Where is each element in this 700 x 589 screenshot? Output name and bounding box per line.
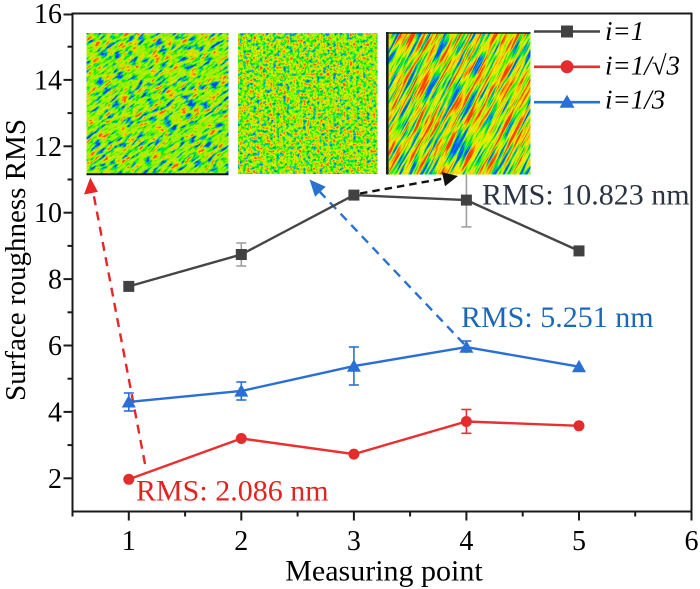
svg-text:10: 10 bbox=[34, 198, 62, 229]
svg-text:2: 2 bbox=[234, 526, 248, 557]
svg-text:2: 2 bbox=[48, 464, 62, 495]
svg-text:RMS: 5.251 nm: RMS: 5.251 nm bbox=[461, 301, 654, 334]
svg-text:1: 1 bbox=[122, 526, 136, 557]
svg-text:5: 5 bbox=[572, 526, 586, 557]
svg-text:i=1: i=1 bbox=[605, 16, 644, 46]
svg-text:14: 14 bbox=[34, 65, 62, 96]
svg-text:Measuring point: Measuring point bbox=[285, 555, 483, 588]
svg-text:3: 3 bbox=[347, 526, 361, 557]
svg-text:6: 6 bbox=[48, 331, 62, 362]
svg-text:Surface roughness RMS: Surface roughness RMS bbox=[0, 119, 32, 401]
svg-text:4: 4 bbox=[459, 526, 473, 557]
svg-text:4: 4 bbox=[48, 397, 62, 428]
svg-text:RMS: 10.823 nm: RMS: 10.823 nm bbox=[482, 179, 690, 212]
svg-text:6: 6 bbox=[685, 526, 699, 557]
svg-text:8: 8 bbox=[48, 265, 62, 296]
svg-text:16: 16 bbox=[34, 0, 62, 30]
svg-text:i=1/√3: i=1/√3 bbox=[605, 51, 680, 81]
svg-text:RMS: 2.086 nm: RMS: 2.086 nm bbox=[136, 475, 329, 508]
svg-text:12: 12 bbox=[34, 132, 62, 163]
svg-text:i=1/3: i=1/3 bbox=[605, 85, 665, 115]
